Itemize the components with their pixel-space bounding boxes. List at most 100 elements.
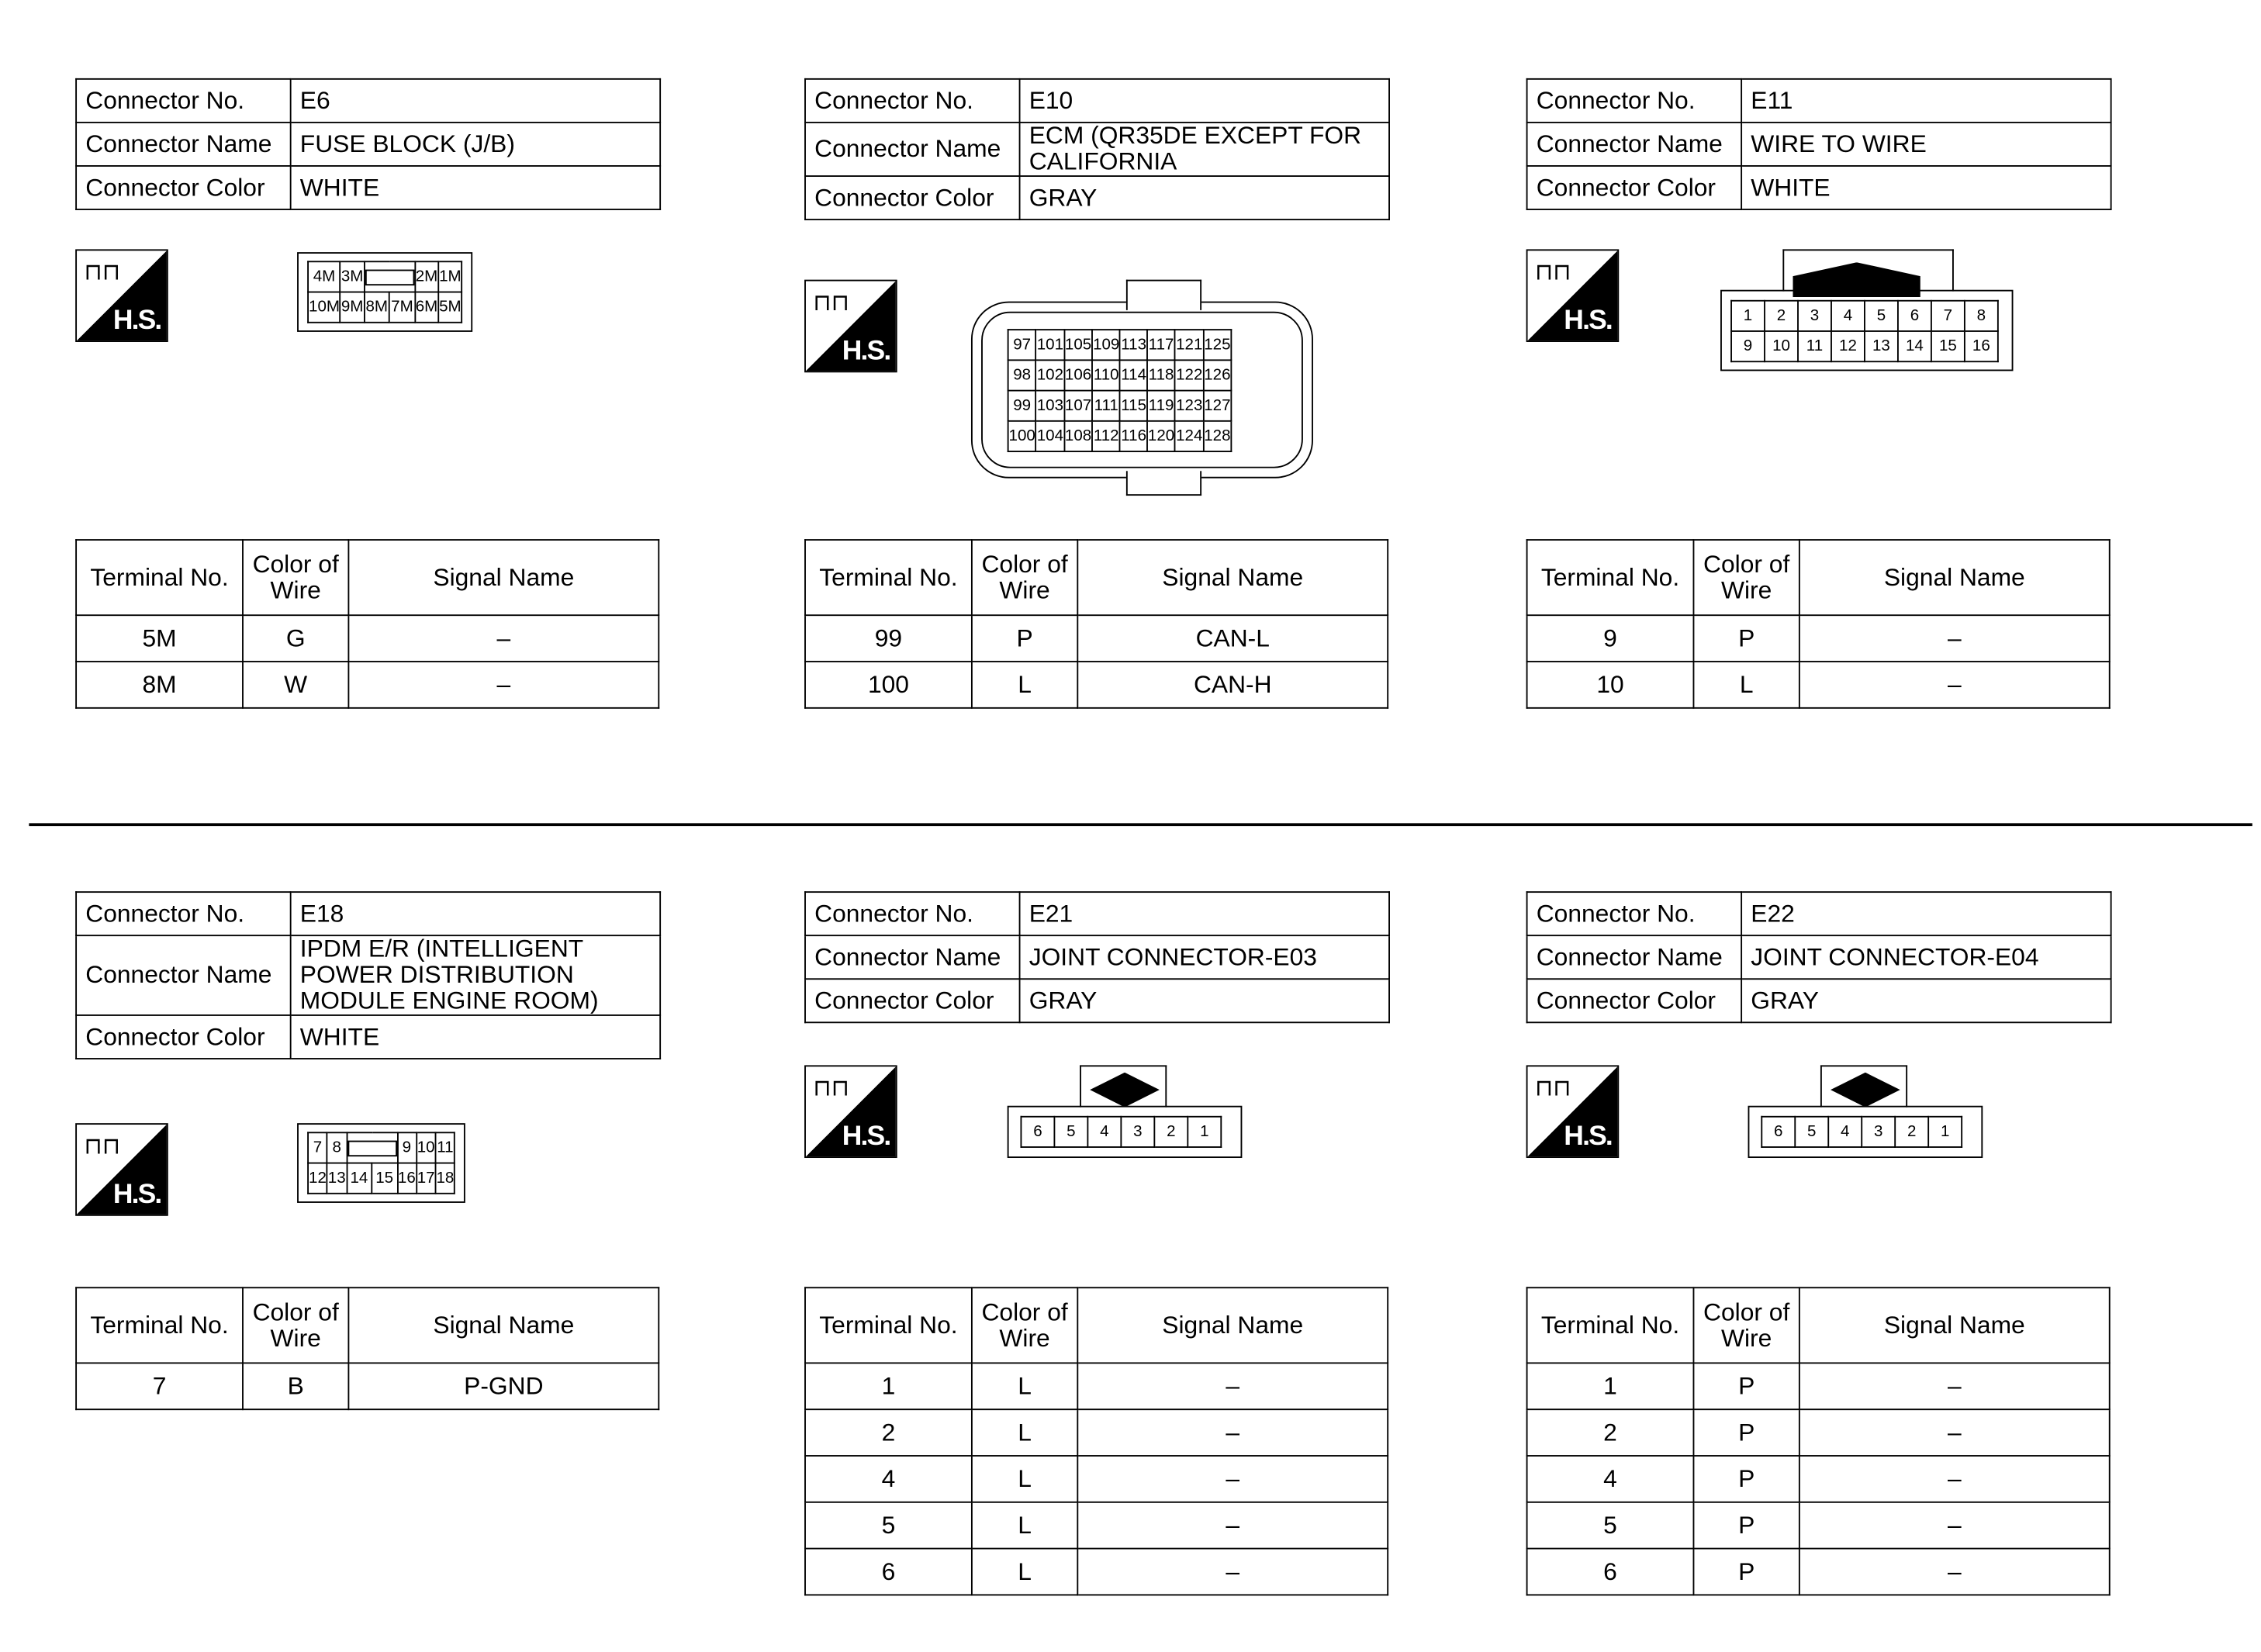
- connector-pictogram-icon: ⊓⊓: [1534, 1077, 1571, 1102]
- table-row: 2 L –: [804, 1408, 1389, 1457]
- col-signal-name: Signal Name: [1077, 539, 1389, 617]
- connector-header-table: Connector No. E10 Connector Name ECM (QR35D…: [804, 78, 1390, 221]
- terminal-cell: 6: [1761, 1115, 1796, 1148]
- table-row: 99 P CAN-L: [804, 614, 1389, 662]
- col-wire-color: Color of Wire: [242, 539, 350, 617]
- terminal-cell: 127: [1202, 389, 1232, 422]
- col-wire-color: Color of Wire: [970, 1287, 1079, 1364]
- signal-name-cell: CAN-L: [1077, 614, 1389, 662]
- terminal-cell: 108: [1063, 420, 1094, 453]
- header-label: Connector Name: [804, 121, 1021, 177]
- signal-name-cell: –: [1077, 1362, 1389, 1411]
- terminal-cell: 4: [1831, 299, 1865, 332]
- col-wire-color: Color of Wire: [970, 539, 1079, 617]
- terminal-cell: 107: [1063, 389, 1094, 422]
- table-row: 4 P –: [1526, 1455, 2111, 1503]
- terminal-table: Terminal No. Color of Wire Signal Name 7 B P-…: [75, 1287, 660, 1411]
- terminal-cell: 4: [1087, 1115, 1122, 1148]
- header-value-name: FUSE BLOCK (J/B): [289, 121, 662, 167]
- header-value-name: ECM (QR35DE EXCEPT FOR CALIFORNIA: [1018, 121, 1390, 177]
- terminal-cell: 120: [1146, 420, 1177, 453]
- terminal-cell: 3: [1120, 1115, 1156, 1148]
- terminal-table: Terminal No. Color of Wire Signal Name 5M G –…: [75, 539, 660, 709]
- terminal-cell: 124: [1174, 420, 1205, 453]
- hs-label: H.S.: [112, 306, 162, 337]
- header-label: Connector No.: [1526, 891, 1743, 937]
- header-row-color: Connector Color GRAY: [1526, 978, 2112, 1024]
- col-terminal-no: Terminal No.: [75, 1287, 244, 1364]
- header-label: Connector Name: [1526, 121, 1743, 167]
- col-signal-name: Signal Name: [347, 1287, 660, 1364]
- header-value-color: GRAY: [1018, 978, 1390, 1024]
- col-terminal-no: Terminal No.: [804, 1287, 973, 1364]
- terminal-grid: 7 8 9 10 11 12 13 14 15 16 17 18: [307, 1132, 456, 1194]
- terminal-cell: 13: [326, 1162, 347, 1194]
- wire-color-cell: P: [970, 614, 1079, 662]
- table-row: 10 L –: [1526, 661, 2111, 709]
- header-row-no: Connector No. E11: [1526, 78, 2112, 123]
- terminal-cell: 2: [1894, 1115, 1930, 1148]
- header-row-name: Connector Name JOINT CONNECTOR-E04: [1526, 935, 2112, 980]
- col-terminal-no: Terminal No.: [1526, 539, 1695, 617]
- header-value-no: E22: [1741, 891, 2112, 937]
- terminal-cell: 3: [1797, 299, 1832, 332]
- connector-pictogram-icon: ⊓⊓: [84, 261, 121, 286]
- latch-bottom: [1125, 471, 1202, 496]
- connector-info-E10: Connector No. E10 Connector Name ECM (QR35D…: [804, 78, 1390, 221]
- terminal-no-cell: 4: [804, 1455, 973, 1503]
- terminal-no-cell: 6: [804, 1547, 973, 1596]
- signal-name-cell: –: [1798, 1362, 2111, 1411]
- wire-color-cell: L: [970, 1408, 1079, 1457]
- table-row: 5 L –: [804, 1501, 1389, 1550]
- signal-name-cell: –: [1077, 1547, 1389, 1596]
- header-value-no: E10: [1018, 78, 1390, 123]
- header-row-no: Connector No. E21: [804, 891, 1390, 937]
- header-label: Connector No.: [75, 78, 292, 123]
- wire-color-cell: P: [1692, 614, 1800, 662]
- terminal-cell: 99: [1007, 389, 1037, 422]
- header-row-no: Connector No. E18: [75, 891, 662, 937]
- table-row: 9 P –: [1526, 614, 2111, 662]
- header-label: Connector No.: [804, 891, 1021, 937]
- terminal-cell: 110: [1091, 359, 1122, 392]
- col-signal-name: Signal Name: [1798, 1287, 2111, 1364]
- hs-label: H.S.: [1564, 306, 1613, 337]
- wire-color-cell: P: [1692, 1501, 1800, 1550]
- header-value-name: JOINT CONNECTOR-E04: [1741, 935, 2112, 980]
- hs-label: H.S.: [842, 1121, 891, 1153]
- header-value-name: JOINT CONNECTOR-E03: [1018, 935, 1390, 980]
- header-label: Connector Color: [1526, 165, 1743, 210]
- terminal-cell: 5: [1794, 1115, 1830, 1148]
- terminal-cell: 8: [326, 1132, 347, 1164]
- slot-icon: [347, 1139, 397, 1156]
- terminal-cell: 7M: [389, 291, 416, 323]
- terminal-cell: 115: [1119, 389, 1148, 422]
- harness-side-icon: ⊓⊓ H.S.: [1526, 249, 1620, 342]
- header-label: Connector Color: [75, 165, 292, 210]
- connector-header-table: Connector No. E18 Connector Name IPDM E/R (…: [75, 891, 662, 1059]
- header-value-color: WHITE: [1741, 165, 2112, 210]
- terminal-table-header: Terminal No. Color of Wire Signal Name: [1526, 1287, 2111, 1364]
- signal-name-cell: –: [1798, 1501, 2111, 1550]
- terminal-cell: 5: [1864, 299, 1899, 332]
- wire-color-cell: P: [1692, 1408, 1800, 1457]
- terminal-cell: 2: [1764, 299, 1799, 332]
- terminal-cell: 5: [1053, 1115, 1089, 1148]
- table-row: 5 P –: [1526, 1501, 2111, 1550]
- hs-label: H.S.: [1564, 1121, 1613, 1153]
- col-signal-name: Signal Name: [1798, 539, 2111, 617]
- terminal-cell: 10: [1764, 330, 1799, 363]
- terminal-cell: 3M: [339, 261, 365, 293]
- harness-side-icon: ⊓⊓ H.S.: [804, 279, 897, 373]
- signal-name-cell: –: [1798, 661, 2111, 709]
- harness-side-icon: ⊓⊓ H.S.: [75, 1123, 168, 1216]
- terminal-cell: 6: [1020, 1115, 1056, 1148]
- signal-name-cell: –: [1077, 1455, 1389, 1503]
- slot-key: [363, 261, 416, 293]
- col-signal-name: Signal Name: [347, 539, 660, 617]
- terminal-cell: 111: [1091, 389, 1122, 422]
- terminal-grid: 4M 3M 2M 1M 10M 9M 8M 7M 6M 5M: [307, 261, 463, 323]
- terminal-cell: 8: [1963, 299, 1999, 332]
